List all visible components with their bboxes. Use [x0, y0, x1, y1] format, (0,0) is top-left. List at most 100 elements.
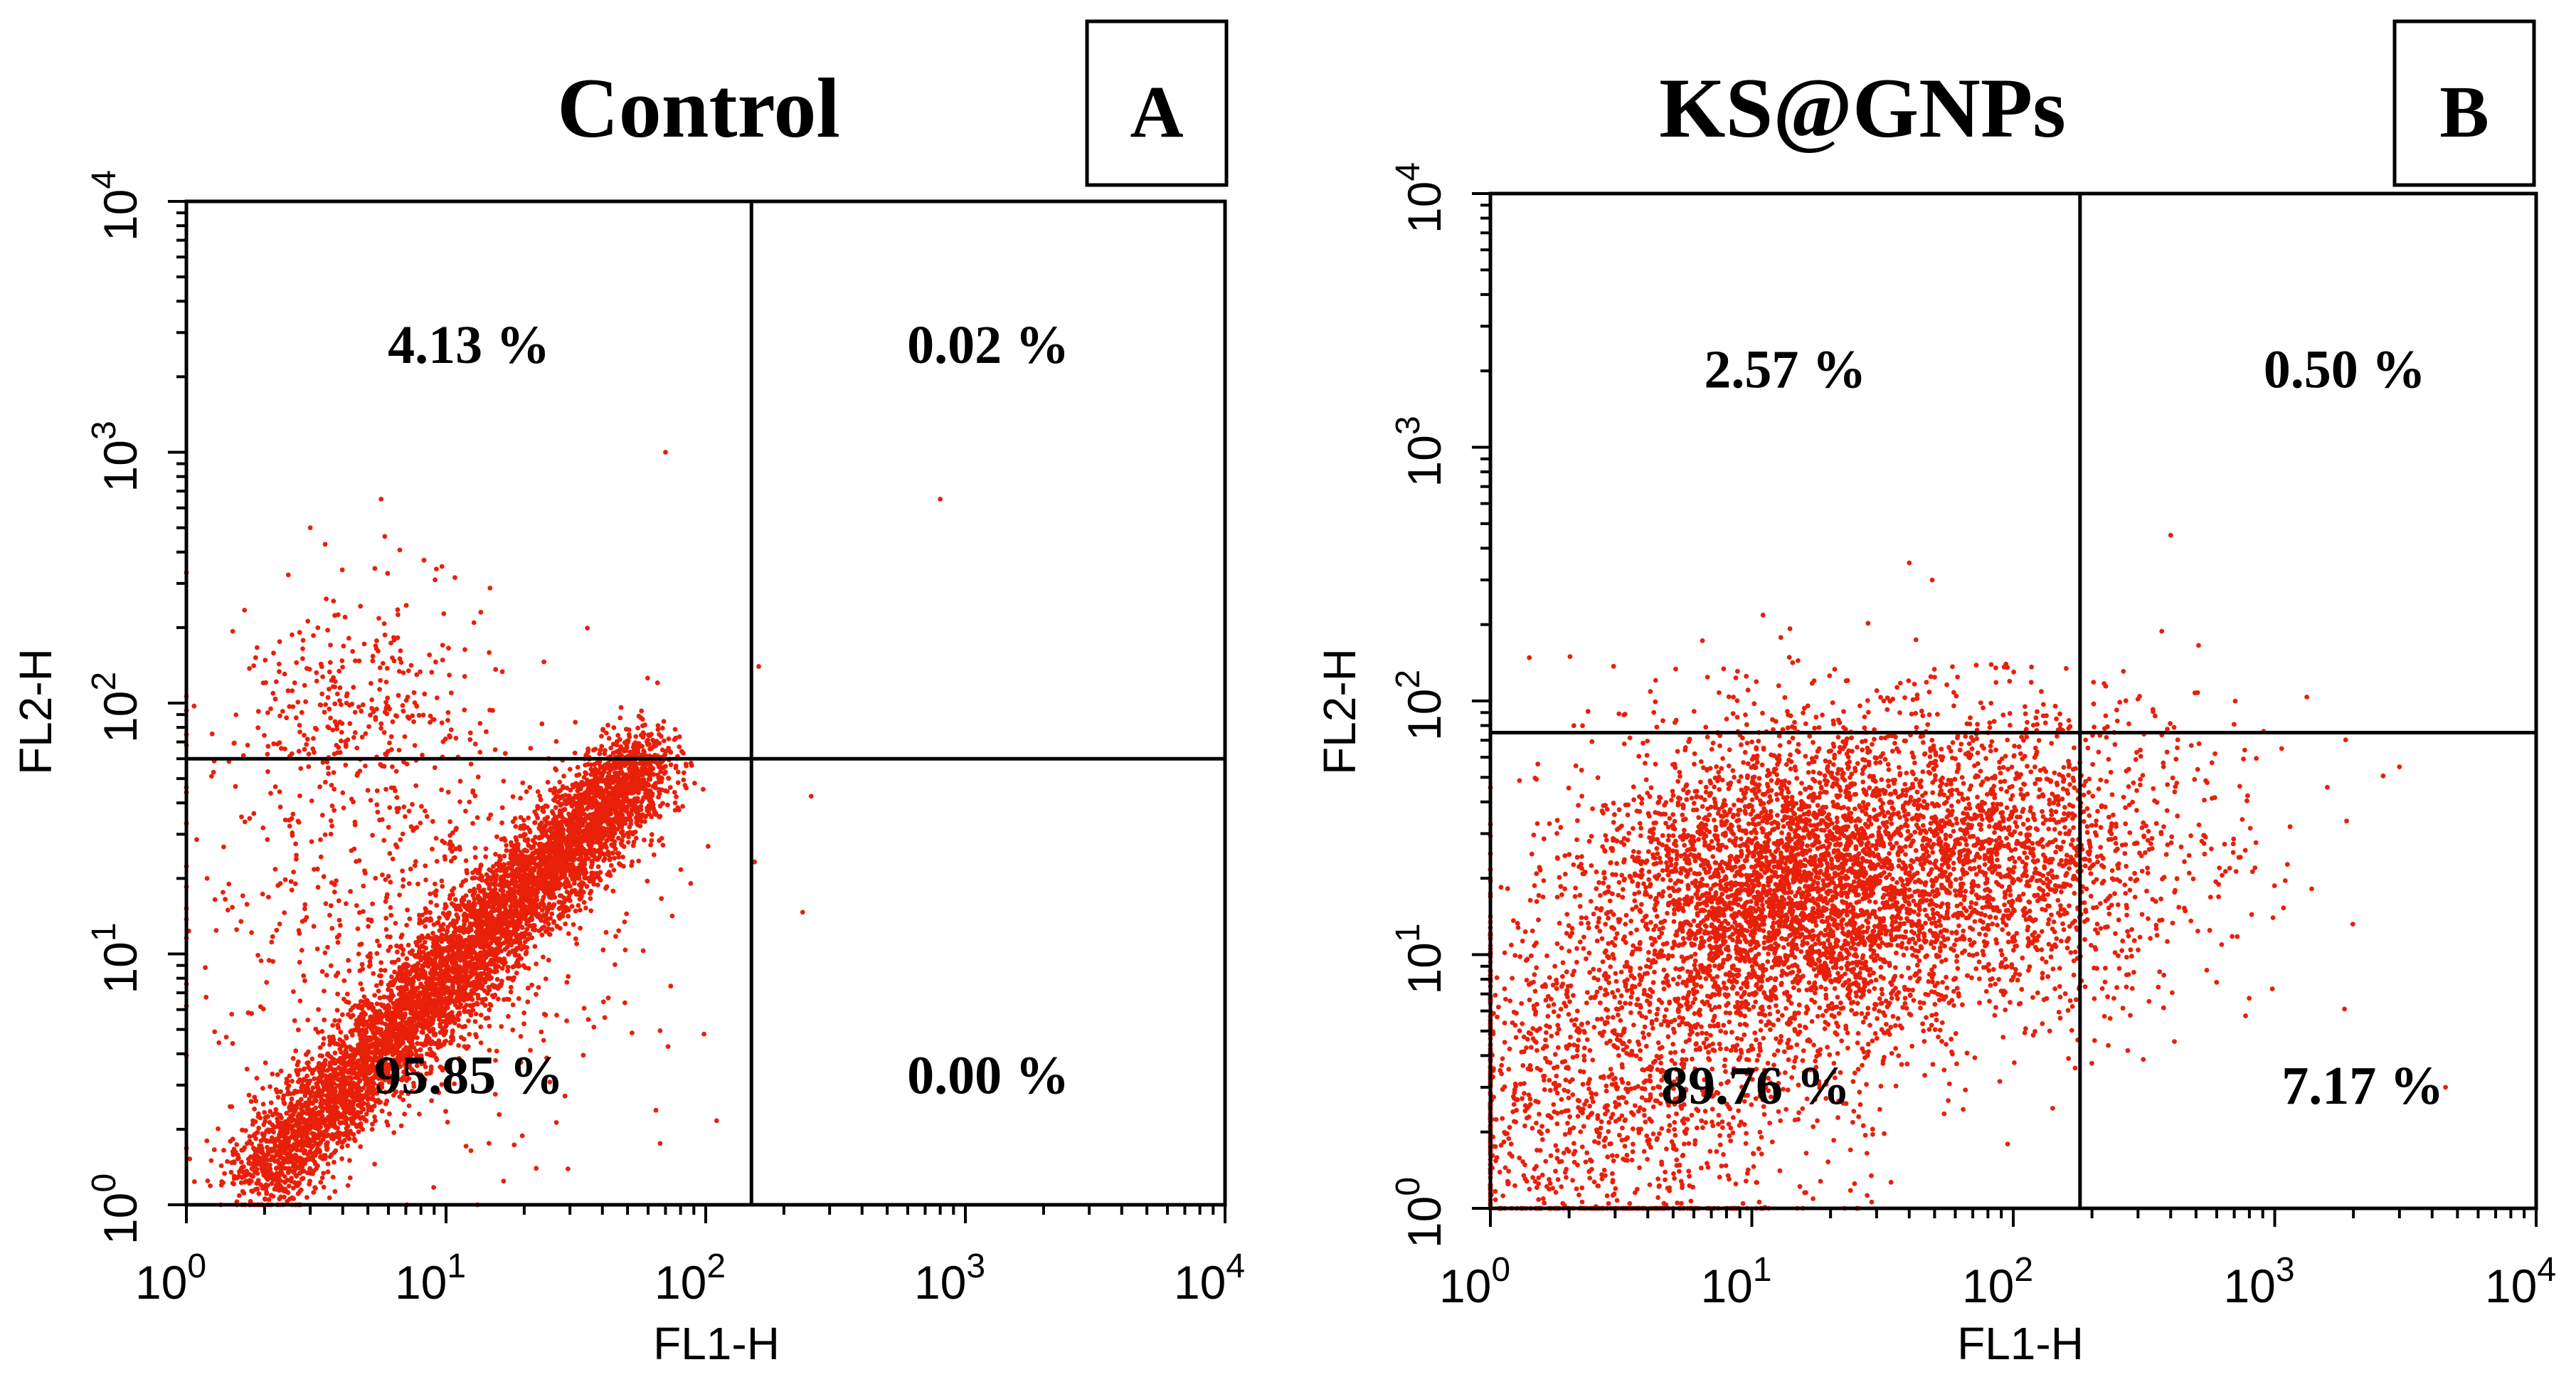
- data-point: [532, 879, 538, 885]
- data-point: [549, 809, 555, 814]
- data-point: [527, 785, 533, 790]
- data-point: [270, 1156, 275, 1162]
- data-point: [478, 1013, 484, 1018]
- data-point: [640, 797, 645, 803]
- data-point: [524, 789, 529, 794]
- data-point: [452, 1081, 457, 1087]
- data-point: [275, 1072, 280, 1077]
- data-point: [650, 800, 655, 806]
- data-point: [283, 1151, 288, 1156]
- data-point: [556, 899, 561, 904]
- data-point: [389, 974, 394, 979]
- data-point: [300, 1176, 306, 1181]
- data-point: [664, 802, 670, 808]
- data-point: [476, 899, 482, 905]
- data-point: [629, 862, 635, 868]
- data-point: [312, 1119, 318, 1124]
- data-point: [256, 1125, 262, 1131]
- data-point: [439, 1082, 445, 1087]
- data-point: [442, 1012, 447, 1017]
- data-point: [610, 888, 616, 894]
- data-point: [338, 1030, 344, 1035]
- data-point: [325, 1169, 331, 1175]
- data-point: [333, 1148, 339, 1154]
- data-point: [260, 1085, 265, 1091]
- data-point: [589, 862, 595, 867]
- data-point: [487, 1023, 492, 1029]
- data-point: [609, 837, 614, 842]
- data-point: [463, 893, 469, 898]
- data-point: [350, 1071, 355, 1076]
- data-point: [256, 1111, 261, 1117]
- data-point: [335, 1023, 340, 1028]
- data-point: [298, 1148, 303, 1153]
- data-point: [660, 843, 666, 848]
- data-point: [494, 946, 499, 951]
- data-point: [325, 1161, 331, 1166]
- data-point: [322, 1017, 327, 1023]
- data-point: [539, 932, 545, 938]
- data-point: [368, 1035, 373, 1040]
- data-point: [332, 1050, 338, 1056]
- data-point: [321, 1171, 327, 1176]
- data-point: [310, 1085, 316, 1091]
- data-point: [281, 1093, 287, 1099]
- data-point: [662, 764, 667, 769]
- data-point: [262, 1109, 267, 1115]
- data-point: [633, 734, 639, 739]
- data-point: [229, 1160, 235, 1166]
- data-point: [578, 925, 583, 931]
- data-point: [330, 1174, 336, 1180]
- data-point: [455, 914, 461, 920]
- data-point: [307, 1115, 313, 1121]
- data-point: [540, 808, 545, 813]
- data-point: [258, 1115, 263, 1121]
- data-point: [404, 956, 410, 961]
- data-point: [627, 824, 632, 830]
- data-point: [467, 1032, 472, 1037]
- data-point: [672, 727, 678, 732]
- data-point: [514, 838, 519, 843]
- data-point: [543, 803, 548, 808]
- data-point: [319, 1069, 324, 1075]
- data-point: [561, 907, 566, 912]
- data-point: [535, 815, 541, 821]
- data-point: [541, 954, 546, 960]
- data-point: [284, 1110, 290, 1116]
- data-point: [635, 822, 640, 828]
- data-point: [356, 1129, 361, 1134]
- data-point: [466, 899, 472, 905]
- data-point: [677, 734, 682, 739]
- data-point: [345, 1143, 350, 1149]
- data-point: [361, 1085, 366, 1091]
- data-point: [630, 859, 635, 865]
- data-point: [612, 855, 617, 861]
- data-point: [310, 1143, 316, 1149]
- data-point: [645, 878, 650, 884]
- data-point: [452, 897, 458, 902]
- data-point: [502, 940, 507, 946]
- data-point: [358, 998, 364, 1004]
- data-point: [301, 1077, 307, 1082]
- data-point: [482, 892, 487, 897]
- data-point: [347, 1044, 353, 1050]
- data-point: [376, 988, 381, 993]
- data-point: [639, 708, 645, 714]
- data-point: [472, 1019, 478, 1024]
- data-point: [553, 795, 558, 800]
- data-point: [304, 1139, 310, 1144]
- data-point: [327, 1053, 332, 1059]
- data-point: [255, 1146, 260, 1152]
- data-point: [645, 732, 651, 738]
- data-point: [509, 840, 514, 845]
- data-point: [225, 1159, 230, 1164]
- data-point: [383, 927, 389, 932]
- data-point: [358, 1068, 364, 1074]
- data-point: [573, 719, 578, 725]
- data-point: [666, 736, 672, 742]
- data-point: [478, 1040, 484, 1045]
- data-point: [260, 1131, 265, 1136]
- data-point: [675, 769, 681, 775]
- data-point: [285, 1198, 290, 1204]
- data-point: [466, 1018, 471, 1023]
